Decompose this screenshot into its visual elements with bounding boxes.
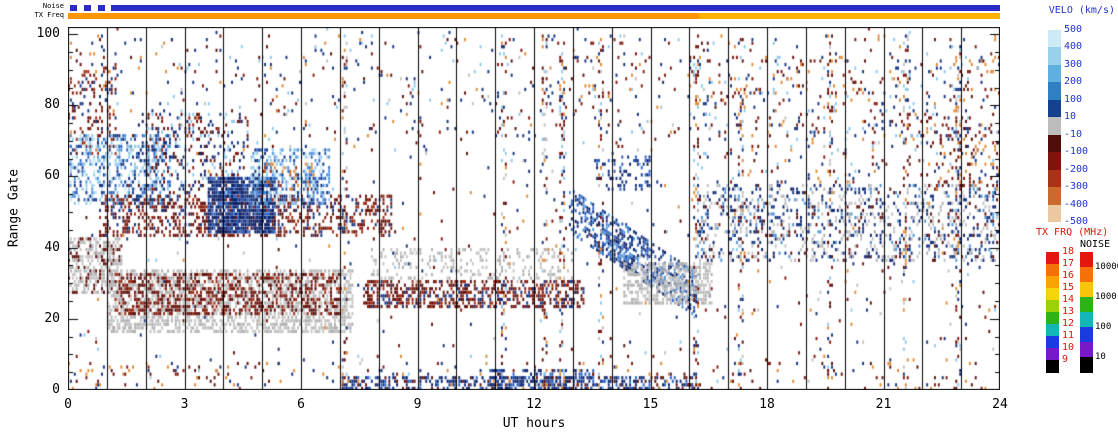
colorbar-segment — [1080, 267, 1093, 283]
status-bar-segment — [69, 5, 77, 11]
colorbar-tick-label: 17 — [1062, 258, 1075, 269]
x-tick-label: 15 — [642, 397, 659, 412]
x-tick-label: 3 — [180, 397, 189, 412]
noise-status-bar — [68, 5, 1000, 11]
colorbar-segment — [1080, 327, 1093, 343]
colorbar-segment — [1046, 324, 1059, 337]
noise-bar-label: Noise — [42, 2, 64, 10]
y-tick-label: 20 — [44, 310, 60, 326]
colorbar-segment — [1046, 336, 1059, 349]
colorbar-tick-label: -200 — [1064, 163, 1089, 175]
colorbar-tick-label: 10000 — [1095, 262, 1118, 272]
colorbar-tick-label: 1000 — [1095, 292, 1117, 302]
colorbar-segment — [1046, 264, 1059, 277]
colorbar-tick-label: -10 — [1064, 128, 1083, 140]
colorbar-segment — [1080, 312, 1093, 328]
colorbar-tick-label: 500 — [1064, 24, 1083, 35]
colorbar-segment — [1048, 82, 1061, 101]
colorbar-tick-label: 18 — [1062, 246, 1075, 257]
colorbar-tick-label: -400 — [1064, 198, 1089, 210]
x-tick-label: 21 — [875, 397, 892, 412]
colorbar-tick-label: 10 — [1095, 352, 1106, 362]
colorbar-segment — [1048, 169, 1061, 188]
colorbar-segment — [1048, 30, 1061, 48]
y-tick-label: 40 — [44, 239, 60, 255]
status-bar-segment — [84, 5, 92, 11]
colorbar-tick-label: -300 — [1064, 181, 1089, 193]
x-tick-label: 6 — [297, 397, 305, 412]
colorbar-segment — [1046, 348, 1059, 361]
colorbar-tick-label: 400 — [1064, 41, 1083, 53]
colorbar-tick-label: 100 — [1064, 93, 1083, 105]
colorbar-segment — [1048, 152, 1061, 171]
colorbar-segment — [1048, 134, 1061, 153]
colorbar-segment — [1048, 204, 1061, 223]
colorbar-tick-label: 12 — [1062, 318, 1075, 329]
y-tick-label: 0 — [52, 382, 60, 397]
status-bar-segment — [699, 13, 1000, 19]
x-tick-label: 12 — [526, 397, 542, 412]
colorbar-segment — [1046, 300, 1059, 313]
y-tick-label: 60 — [44, 168, 60, 184]
colorbar-tick-label: 100 — [1095, 322, 1112, 332]
colorbar-segment — [1046, 276, 1059, 289]
colorbar-segment — [1080, 297, 1093, 313]
noise-colorbar-title: NOISE — [1080, 239, 1111, 250]
colorbar-tick-label: 14 — [1062, 294, 1075, 305]
x-axis-label: UT hours — [502, 416, 566, 431]
colorbar-tick-label: 200 — [1064, 76, 1083, 88]
status-bar-segment — [110, 5, 1000, 11]
txfrq-colorbar-title: TX FRQ (MHz) — [1036, 227, 1109, 238]
colorbar-segment — [1080, 252, 1093, 268]
status-bar-segment — [98, 5, 106, 11]
colorbar-tick-label: 13 — [1062, 306, 1075, 317]
colorbar-tick-label: 16 — [1062, 270, 1075, 281]
colorbar-segment — [1046, 312, 1059, 325]
x-tick-labels: 0 3 6 9 12 15 18 21 24 — [0, 397, 1118, 413]
rti-data-canvas — [68, 27, 1000, 390]
colorbar-tick-label: 10 — [1062, 342, 1075, 353]
txfreq-status-bar — [68, 13, 1000, 19]
colorbar-segment — [1048, 64, 1061, 83]
x-tick-label: 18 — [759, 397, 775, 412]
colorbar-segment — [1048, 187, 1061, 206]
x-tick-label: 24 — [992, 397, 1008, 412]
status-bar-segment — [68, 13, 700, 19]
colorbar-tick-label: -500 — [1064, 216, 1089, 227]
velo-colorbar — [1048, 30, 1061, 223]
txfreq-bar-label: TX Freq — [34, 11, 64, 19]
colorbar-tick-label: 11 — [1062, 330, 1075, 341]
colorbar-segment — [1048, 47, 1061, 66]
colorbar-segment — [1048, 117, 1061, 136]
colorbar-segment — [1080, 282, 1093, 298]
colorbar-tick-label: 9 — [1062, 354, 1069, 365]
y-tick-label: 80 — [44, 97, 60, 113]
y-tick-label: 100 — [36, 26, 60, 42]
colorbar-tick-label: 10 — [1064, 111, 1077, 123]
colorbar-segment — [1046, 252, 1059, 265]
colorbar-segment — [1048, 99, 1061, 118]
colorbar-tick-label: 300 — [1064, 58, 1083, 70]
txfrq-colorbar — [1046, 252, 1059, 373]
x-tick-label: 9 — [413, 397, 422, 412]
colorbar-segment — [1046, 288, 1059, 301]
colorbar-segment — [1046, 360, 1059, 373]
noise-colorbar — [1080, 252, 1093, 373]
velo-colorbar-title: VELO (km/s) — [1048, 5, 1115, 16]
colorbar-segment — [1080, 342, 1093, 358]
colorbar-tick-label: 15 — [1062, 282, 1075, 293]
x-tick-label: 0 — [64, 397, 72, 412]
colorbar-segment — [1080, 357, 1093, 373]
colorbar-tick-label: -100 — [1064, 146, 1089, 158]
